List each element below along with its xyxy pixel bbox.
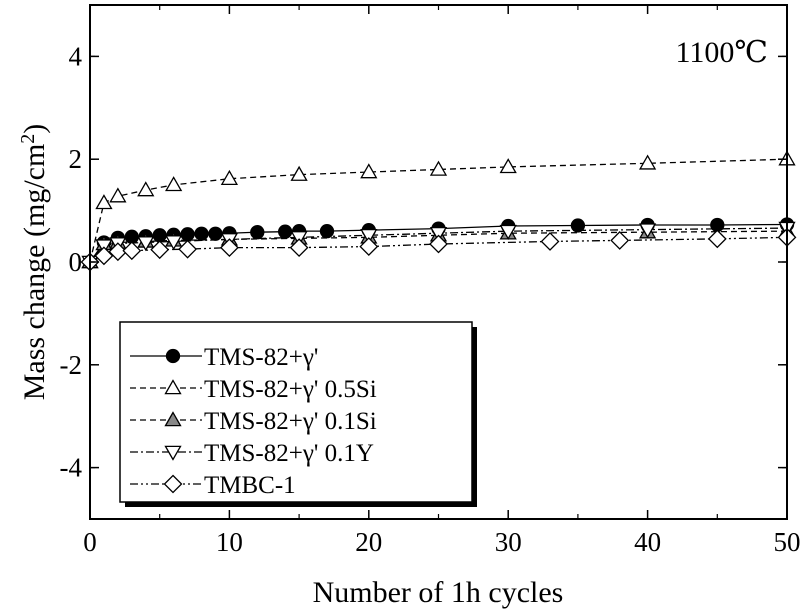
data-point — [165, 235, 183, 251]
data-point — [610, 230, 630, 250]
legend-entry: TMBC-1 — [130, 472, 296, 499]
temperature-annotation: 1100℃ — [676, 36, 768, 69]
legend-marker — [165, 348, 181, 364]
legend: TMS-82+γ' TMS-82+γ' 0.5Si TMS-82+γ' 0.1Si T… — [119, 321, 477, 507]
data-point — [499, 158, 517, 174]
data-point — [499, 224, 517, 240]
data-point — [94, 246, 114, 266]
data-point — [137, 236, 155, 252]
data-point — [194, 226, 209, 241]
legend-marker — [164, 411, 182, 427]
data-point — [152, 228, 167, 243]
x-axis-label: Number of 1h cycles — [313, 576, 564, 609]
y-tick-label: 4 — [69, 41, 83, 71]
data-point — [220, 169, 239, 186]
series-4 — [80, 227, 797, 272]
x-tick-label: 0 — [83, 527, 97, 557]
legend-entries: TMS-82+γ' TMS-82+γ' 0.5Si TMS-82+γ' 0.1Si T… — [130, 344, 377, 499]
legend-entry: TMS-82+γ' 0.5Si — [130, 376, 377, 403]
data-point — [540, 232, 560, 251]
data-point — [178, 239, 197, 259]
data-point — [429, 226, 448, 243]
data-point — [359, 237, 379, 256]
data-point — [360, 228, 378, 245]
legend-entry: TMS-82+γ' 0.1Si — [130, 408, 377, 435]
x-tick-label: 40 — [634, 527, 661, 557]
data-point — [109, 187, 127, 203]
data-point — [289, 238, 309, 258]
y-tick-label: 0 — [69, 247, 83, 277]
data-point — [180, 227, 195, 242]
x-tick-label: 30 — [495, 527, 522, 557]
legend-marker — [164, 445, 182, 461]
y-axis-label-sup: 2 — [17, 134, 39, 144]
data-point — [570, 218, 586, 233]
axes-layer: 0 10 20 30 40 50 -4 -2 0 2 4 — [60, 5, 801, 557]
data-point — [429, 234, 448, 254]
data-point — [137, 181, 155, 197]
legend-label: TMBC-1 — [204, 472, 296, 499]
data-point — [429, 160, 448, 176]
data-point — [95, 194, 113, 210]
data-point — [208, 226, 223, 241]
data-point — [319, 224, 335, 239]
data-point — [150, 240, 170, 260]
data-point — [707, 229, 727, 249]
data-point — [219, 238, 239, 258]
legend-entry: TMS-82+γ' 0.1Y — [130, 440, 374, 467]
data-point — [360, 163, 378, 179]
x-tick-label: 10 — [216, 527, 243, 557]
data-point — [638, 154, 657, 170]
data-point — [278, 224, 293, 239]
legend-label: TMS-82+γ' — [204, 344, 318, 371]
legend-label: TMS-82+γ' 0.1Si — [204, 408, 377, 435]
y-tick-label: 2 — [69, 144, 83, 174]
data-point — [122, 241, 142, 261]
data-point — [108, 242, 128, 262]
data-point — [290, 165, 308, 181]
legend-label: TMS-82+γ' 0.1Y — [204, 440, 374, 467]
y-tick-label: -2 — [60, 350, 83, 380]
x-tick-label: 50 — [774, 527, 801, 557]
y-axis-label-close: ) — [18, 124, 51, 134]
y-axis-label: Mass change (mg/cm2) — [17, 124, 51, 401]
legend-entry: TMS-82+γ' — [130, 344, 318, 371]
legend-marker — [164, 379, 182, 395]
data-point — [638, 223, 657, 239]
plot-layer — [80, 150, 797, 272]
x-tick-label: 20 — [355, 527, 382, 557]
data-point — [165, 176, 183, 192]
y-axis-label-main: Mass change (mg/cm — [18, 144, 51, 401]
legend-label: TMS-82+γ' 0.5Si — [204, 376, 377, 403]
data-point — [250, 225, 265, 240]
y-tick-label: -4 — [60, 453, 83, 483]
legend-marker — [163, 474, 183, 494]
